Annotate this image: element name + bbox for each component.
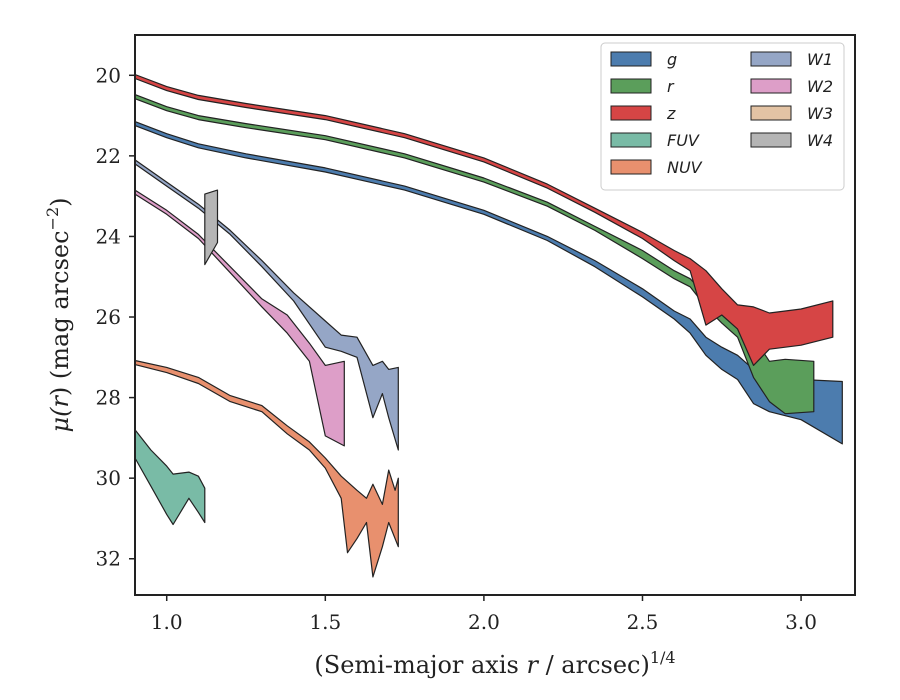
x-tick-label: 3.0 [785,610,817,634]
series-bands [134,73,843,578]
legend-swatch-w2 [750,78,792,94]
y-tick-label: 28 [96,386,121,410]
x-axis-label: (Semi-major axis r / arcsec)1/4 [314,648,675,679]
y-tick-label: 24 [96,224,121,248]
legend-label-w4: W4 [807,131,833,150]
legend-label-w2: W2 [807,77,833,96]
x-tick-label: 1.5 [309,610,341,634]
x-axis-ticks: 1.0 1.5 2.0 2.5 3.0 [151,595,817,634]
legend-label-w3: W3 [807,104,833,123]
x-axis-label-post: / arcsec) [538,651,650,679]
y-axis-label: μ(r) (mag arcsec−2) [43,197,74,432]
y-tick-label: 22 [96,144,121,168]
y-tick-label: 30 [96,466,121,490]
y-axis-label-end: ) [46,197,74,206]
legend: grz FUV NUV W1 W2 W3 W4 [600,42,845,191]
legend-label-g: g [667,50,677,69]
legend-label-r: r [667,77,675,96]
band-r [134,93,815,415]
x-tick-label: 2.0 [468,610,500,634]
legend-label-nuv: NUV [667,158,703,177]
band-w2 [134,189,345,447]
legend-swatch-r [610,78,652,94]
y-tick-label: 26 [96,305,121,329]
legend-label-w1: W1 [807,50,833,69]
band-nuv [134,359,399,578]
plot-frame [134,34,856,596]
x-axis-label-var: r [526,651,539,679]
legend-swatch-fuv [610,132,652,148]
y-tick-label: 32 [96,547,121,571]
legend-swatch-w4 [750,132,792,148]
y-axis-label-mu: μ( [46,407,74,433]
x-axis-label-sup: 1/4 [650,648,676,667]
y-tick-label: 20 [96,63,121,87]
y-axis-label-var: r [46,395,74,408]
legend-label-fuv: FUV [667,131,700,150]
band-w1 [134,159,399,451]
legend-swatch-z [610,105,652,121]
x-tick-label: 2.5 [627,610,659,634]
band-fuv [134,429,206,526]
legend-swatch-w1 [750,51,792,67]
legend-swatch-w3 [750,105,792,121]
y-axis-label-close: ) (mag arcsec [46,230,74,396]
legend-swatch-g [610,51,652,67]
y-axis-ticks: 20 22 24 26 28 30 32 [96,63,135,571]
x-axis-label-pre: (Semi-major axis [314,651,526,679]
band-z [134,73,834,366]
x-tick-label: 1.0 [151,610,183,634]
legend-swatch-nuv [610,159,652,175]
y-axis-label-sup: −2 [43,207,62,231]
legend-label-z: z [666,104,676,123]
band-g [134,120,843,445]
band-w4 [204,189,219,266]
